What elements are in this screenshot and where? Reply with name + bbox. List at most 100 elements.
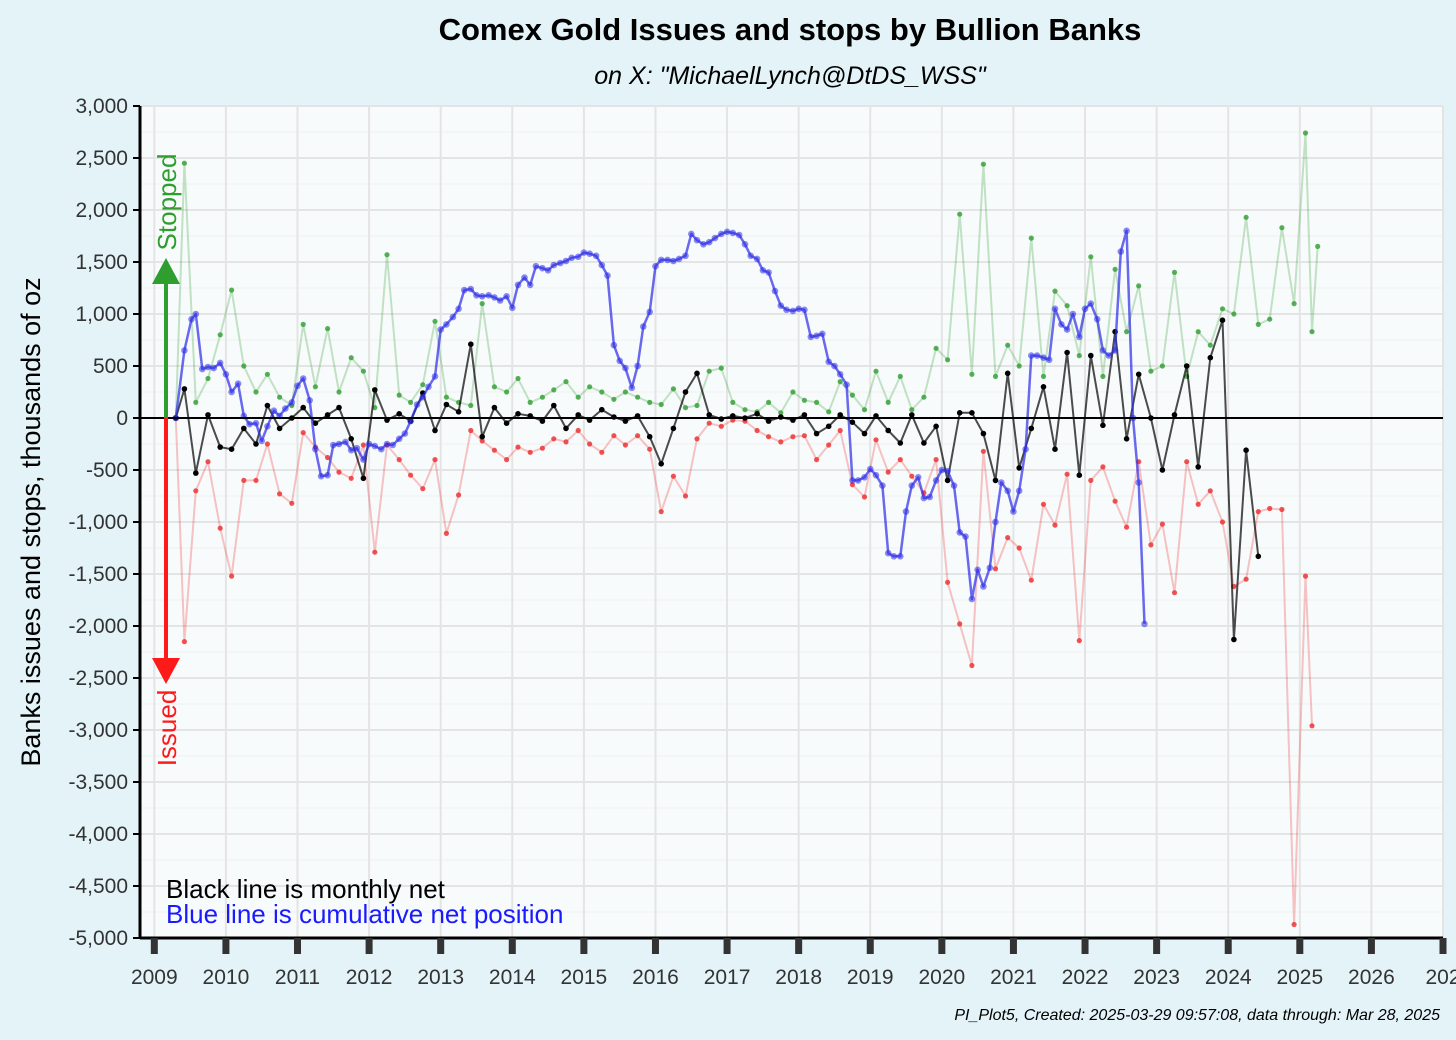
data-point-cumulative-net [693,236,701,244]
data-point-cumulative-net [1123,227,1130,235]
data-point-cumulative-net [407,417,414,425]
data-point-cumulative-net [467,285,475,293]
grid [140,105,1444,939]
data-point-stopped [253,389,259,395]
data-point-cumulative-net [532,262,540,270]
x-tick-label: 2023 [1133,966,1180,989]
data-point-cumulative-net [210,364,217,372]
data-point-stopped [1005,342,1011,348]
data-point-stopped [790,389,796,395]
data-point-issued [635,433,641,439]
data-point-cumulative-net [509,304,516,312]
data-point-issued [408,472,414,478]
data-point-cumulative-net [657,256,665,264]
data-point-cumulative-net [514,281,522,289]
data-point-cumulative-net [783,306,790,314]
data-point-monthly-net [264,402,271,409]
data-point-monthly-net [312,420,319,427]
x-tick [508,938,516,954]
data-point-monthly-net [348,436,355,442]
data-point-issued [456,492,462,498]
data-point-stopped [396,392,402,398]
data-point-stopped [742,407,748,413]
stopped-arrow [152,258,180,418]
data-point-cumulative-net [861,474,868,481]
data-point-stopped [706,368,712,374]
data-point-issued [1171,590,1178,596]
data-point-stopped [575,394,581,400]
y-tick-label: 0 [116,407,128,430]
data-point-monthly-net [980,430,987,437]
data-point-issued [658,509,664,515]
data-point-cumulative-net [353,444,361,452]
data-point-cumulative-net [1135,479,1142,486]
x-tick-label: 2016 [632,966,679,989]
data-point-stopped [1315,243,1321,249]
data-point-issued [1076,638,1082,644]
data-point-issued [325,454,331,461]
data-point-cumulative-net [670,257,677,265]
data-point-stopped [1052,288,1058,294]
data-point-monthly-net [1052,446,1058,453]
data-point-monthly-net [754,411,760,417]
data-point-cumulative-net [1010,508,1017,515]
x-tick [1296,938,1304,954]
data-point-issued [873,437,879,443]
data-point-issued [599,449,605,455]
data-point-stopped [1112,266,1118,272]
data-point-issued [241,477,247,483]
data-point-cumulative-net [294,382,301,390]
data-point-issued [1100,464,1106,470]
data-point-cumulative-net [199,365,206,373]
y-tick-label: -1,000 [68,511,128,534]
data-point-issued [980,448,987,454]
data-point-issued [336,469,342,475]
x-tick [222,938,230,954]
data-point-stopped [897,373,903,379]
data-point-issued [718,423,724,429]
data-point-issued [826,442,832,448]
data-point-cumulative-net [867,465,874,473]
data-point-monthly-net [658,461,664,467]
data-point-cumulative-net [741,241,749,248]
data-point-stopped [1159,363,1165,369]
x-tick-label: 2013 [417,966,464,989]
data-point-cumulative-net [902,508,910,515]
data-point-cumulative-net [1111,347,1119,354]
data-point-cumulative-net [228,388,235,396]
data-point-monthly-net [921,440,927,446]
data-point-issued [801,433,808,439]
data-point-issued [694,436,700,442]
data-point-cumulative-net [586,250,593,257]
data-point-cumulative-net [1081,305,1089,313]
data-point-monthly-net [241,425,247,432]
data-point-cumulative-net [723,228,731,236]
data-point-cumulative-net [884,549,892,557]
data-point-issued [1309,723,1315,729]
data-point-monthly-net [253,441,259,447]
data-point-stopped [635,394,641,400]
data-point-issued [1159,521,1165,527]
data-point-monthly-net [765,418,772,424]
data-point-stopped [1279,225,1285,231]
data-point-cumulative-net [360,456,367,463]
data-point-issued [229,573,235,579]
data-point-stopped [766,399,772,405]
data-point-stopped [420,382,426,388]
x-tick-label: 2014 [489,966,536,989]
data-point-monthly-net [1231,636,1237,643]
data-point-cumulative-net [920,494,928,502]
x-tick-label: 2010 [203,966,250,989]
data-point-issued [1243,576,1249,582]
data-point-stopped [873,368,879,374]
data-point-cumulative-net [700,241,707,248]
data-point-cumulative-net [735,231,743,239]
y-tick-label: -3,500 [68,771,128,794]
data-point-cumulative-net [455,305,462,313]
data-point-stopped [241,363,247,369]
data-point-issued [909,473,915,479]
data-point-stopped [491,384,497,390]
x-tick-label: 2017 [704,966,751,989]
stopped-label: Stopped [152,154,182,251]
data-point-issued [766,434,772,440]
